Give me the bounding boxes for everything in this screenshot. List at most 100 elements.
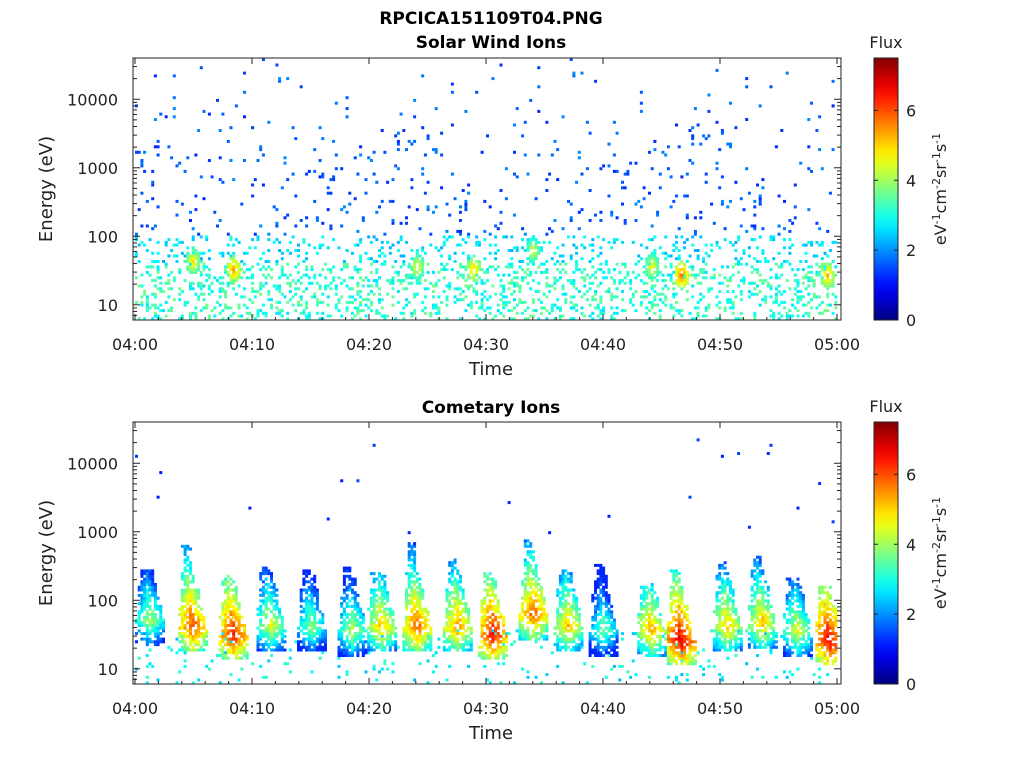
spectrogram-cell (369, 629, 373, 633)
spectrogram-cell (453, 607, 457, 611)
spectrogram-cell (526, 563, 530, 567)
spectrogram-cell (737, 284, 741, 288)
spectrogram-cell (418, 607, 422, 611)
spectrogram-cell (402, 287, 406, 291)
spectrogram-cell (153, 303, 157, 307)
spectrogram-cell (569, 580, 573, 584)
spectrogram-cell (480, 306, 484, 310)
spectrogram-cell (221, 254, 225, 258)
spectrogram-cell (299, 629, 303, 633)
spectrogram-cell (693, 216, 697, 220)
spectrogram-cell (415, 640, 419, 644)
spectrogram-cell (302, 607, 306, 611)
spectrogram-cell (720, 454, 724, 458)
spectrogram-cell (648, 276, 651, 280)
spectrogram-cell (294, 224, 298, 228)
spectrogram-cell (580, 626, 584, 630)
spectrogram-cell (812, 281, 816, 285)
spectrogram-cell (307, 580, 311, 584)
spectrogram-cell (197, 624, 201, 627)
spectrogram-cell (275, 287, 279, 291)
unit-part: -2 (930, 178, 943, 189)
spectrogram-cell (486, 268, 489, 272)
spectrogram-cell (453, 618, 457, 622)
spectrogram-cell (580, 172, 584, 176)
spectrogram-cell (140, 602, 144, 606)
spectrogram-cell (596, 268, 600, 272)
spectrogram-cell (467, 615, 471, 619)
spectrogram-cell (515, 175, 519, 179)
spectrogram-cell (405, 607, 408, 611)
spectrogram-cell (153, 607, 157, 611)
spectrogram-cell (229, 621, 233, 625)
spectrogram-cell (534, 585, 538, 589)
spectrogram-cell (421, 637, 425, 641)
spectrogram-cell (307, 602, 311, 606)
spectrogram-cell (226, 265, 230, 269)
spectrogram-cell (237, 678, 241, 682)
spectrogram-cell (448, 610, 452, 614)
spectrogram-cell (720, 199, 724, 203)
spectrogram-cell (523, 563, 527, 567)
spectrogram-cell (405, 632, 408, 636)
spectrogram-cell (421, 268, 425, 272)
spectrogram-cell (440, 153, 444, 157)
spectrogram-cell (450, 583, 454, 586)
spectrogram-cell (189, 613, 192, 616)
spectrogram-cell (561, 260, 565, 263)
spectrogram-cell (826, 309, 830, 313)
spectrogram-cell (243, 303, 246, 307)
spectrogram-cell (545, 615, 549, 619)
spectrogram-cell (693, 273, 697, 277)
spectrogram-cell (189, 599, 192, 603)
spectrogram-cell (378, 572, 381, 576)
spectrogram-cell (688, 495, 692, 499)
spectrogram-cell (648, 254, 651, 258)
spectrogram-cell (202, 268, 206, 272)
spectrogram-cell (280, 257, 284, 261)
spectrogram-cell (453, 566, 457, 570)
spectrogram-cell (307, 281, 311, 285)
spectrogram-cell (510, 257, 514, 261)
spectrogram-cell (523, 539, 527, 543)
spectrogram-cell (529, 257, 533, 261)
spectrogram-cell (610, 298, 614, 302)
spectrogram-cell (515, 284, 519, 288)
spectrogram-cell (310, 268, 314, 272)
spectrogram-cell (575, 613, 579, 616)
spectrogram-cell (472, 265, 476, 269)
spectrogram-cell (259, 634, 263, 638)
spectrogram-cell (561, 634, 565, 638)
spectrogram-cell (313, 585, 317, 589)
spectrogram-cell (240, 615, 244, 619)
spectrogram-cell (359, 238, 363, 242)
spectrogram-cell (305, 172, 309, 176)
spectrogram-cell (324, 287, 327, 291)
spectrogram-cell (224, 629, 228, 633)
spectrogram-cell (580, 311, 584, 315)
spectrogram-cell (151, 624, 155, 627)
spectrogram-cell (191, 265, 195, 269)
spectrogram-cell (542, 596, 546, 600)
spectrogram-cell (461, 607, 465, 611)
spectrogram-cell (186, 610, 190, 614)
spectrogram-cell (405, 602, 408, 606)
spectrogram-cell (629, 281, 633, 285)
spectrogram-cell (718, 290, 722, 293)
spectrogram-cell (564, 604, 568, 608)
spectrogram-cell (480, 607, 484, 611)
spectrogram-cell (378, 276, 381, 280)
spectrogram-cell (380, 199, 384, 203)
spectrogram-cell (523, 613, 527, 616)
spectrogram-cell (391, 276, 395, 280)
spectrogram-cell (237, 624, 241, 627)
spectrogram-cell (302, 599, 306, 603)
spectrogram-cell (407, 632, 411, 636)
spectrogram-cell (677, 270, 681, 274)
spectrogram-cell (342, 654, 346, 657)
spectrogram-cell (774, 262, 778, 266)
spectrogram-cell (145, 303, 149, 307)
spectrogram-cell (491, 77, 495, 81)
x-tick-label: 04:20 (346, 335, 392, 354)
spectrogram-cell (526, 566, 530, 570)
